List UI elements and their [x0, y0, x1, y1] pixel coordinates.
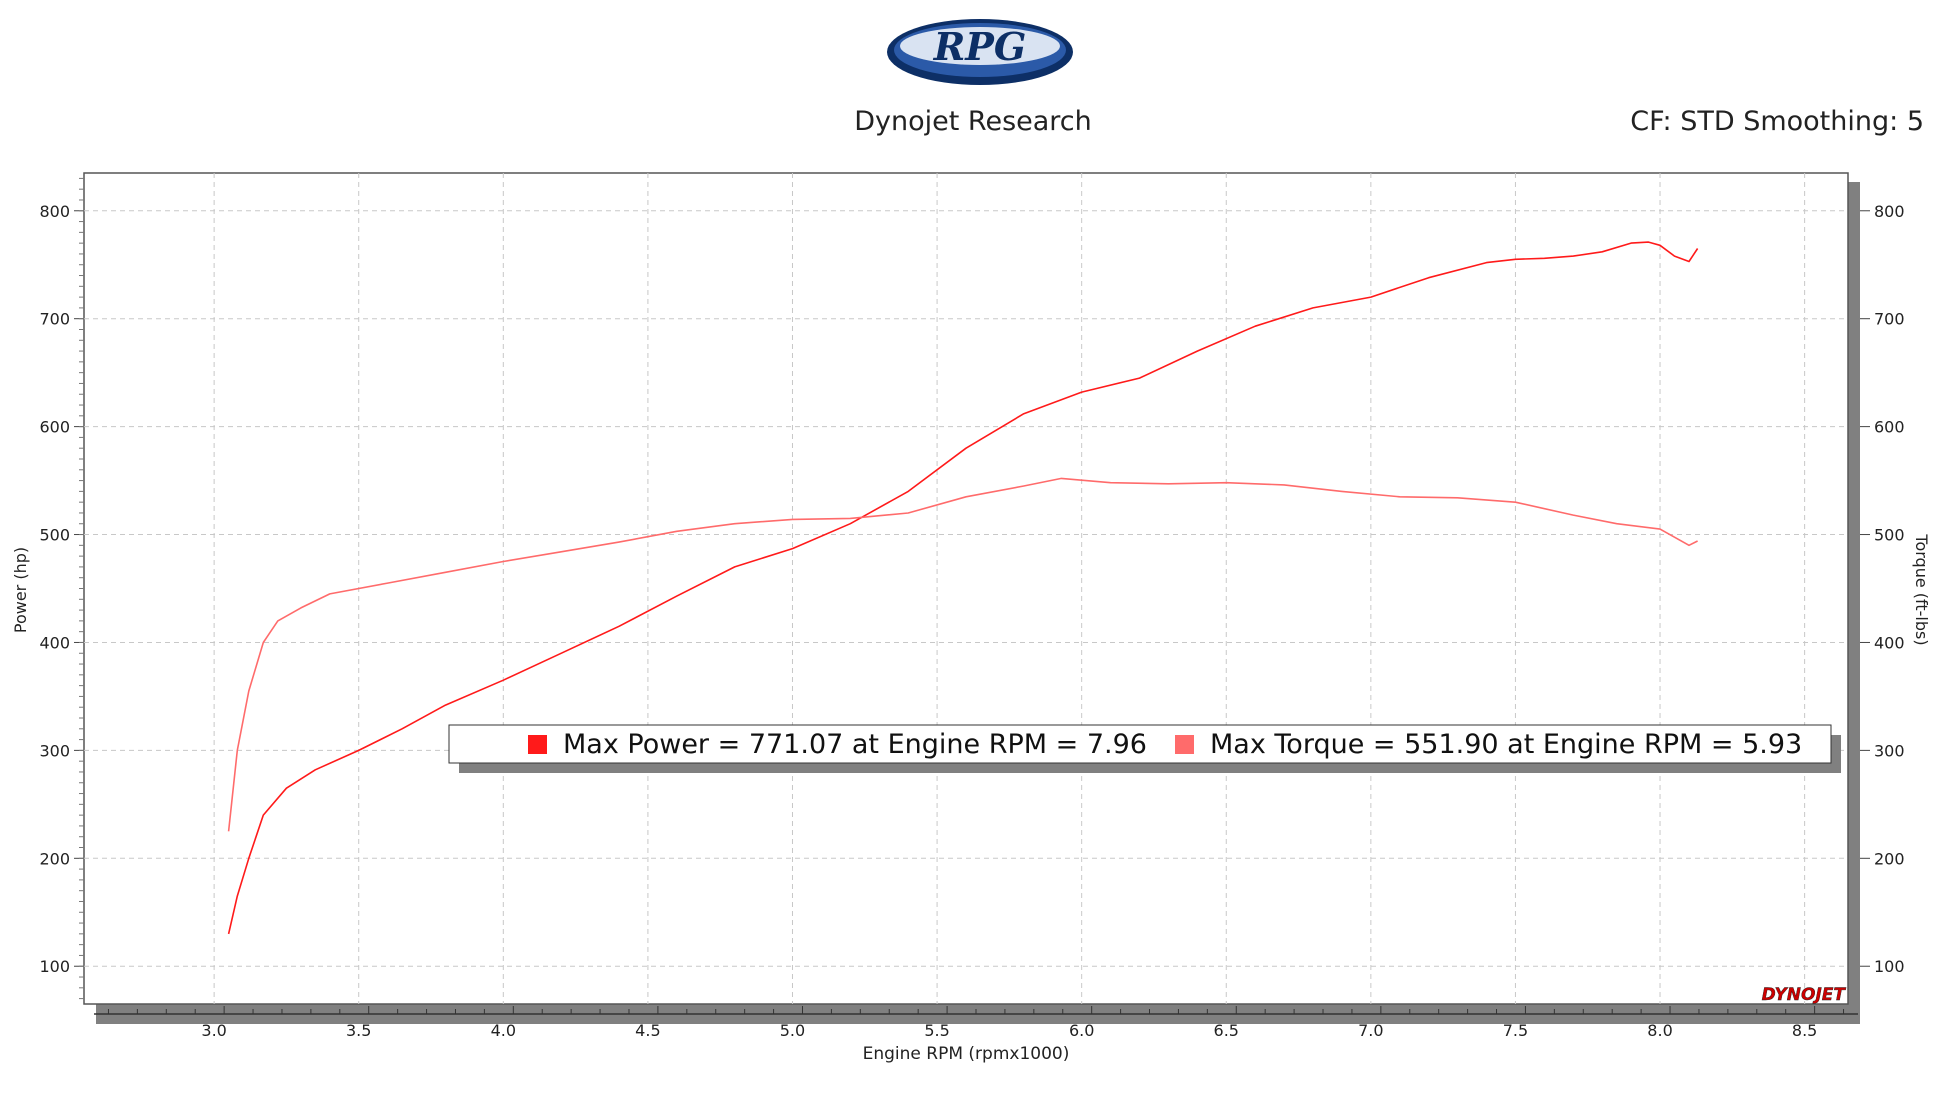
y-tick-label: 300: [39, 741, 70, 760]
power-series-line: [227, 241, 1699, 935]
x-tick-label: 6.5: [1214, 1021, 1239, 1040]
x-tick-label: 5.0: [780, 1021, 805, 1040]
y-tick-label: 800: [39, 202, 70, 221]
x-tick-label: 5.5: [924, 1021, 949, 1040]
x-tick-label: 8.0: [1647, 1021, 1672, 1040]
x-tick-label: 8.5: [1792, 1021, 1817, 1040]
y-tick-label: 100: [39, 957, 70, 976]
legend-label-torque: Max Torque = 551.90 at Engine RPM = 5.93: [1210, 729, 1802, 760]
y-tick-label: 400: [39, 633, 70, 652]
correction-factor-label: CF: STD Smoothing: 5: [1630, 106, 1924, 137]
x-tick-label: 3.5: [346, 1021, 371, 1040]
y-tick-label: 200: [39, 849, 70, 868]
legend: Max Power = 771.07 at Engine RPM = 7.96 …: [448, 724, 1841, 773]
y-axis-title: Power (hp): [11, 547, 30, 633]
y2-tick-label: 200: [1874, 849, 1905, 868]
x-tick-label: 4.0: [491, 1021, 516, 1040]
x-tick-label: 7.5: [1503, 1021, 1528, 1040]
y2-tick-label: 100: [1874, 957, 1905, 976]
plot-area: [83, 172, 1849, 1005]
chart-title: Dynojet Research: [854, 106, 1092, 137]
x-tick-label: 4.5: [635, 1021, 660, 1040]
y2-tick-label: 600: [1874, 418, 1905, 437]
y2-tick-label: 500: [1874, 526, 1905, 545]
x-tick-label: 3.0: [201, 1021, 226, 1040]
y2-axis-title: Torque (ft-lbs): [1912, 533, 1931, 645]
series-layer: [227, 241, 1699, 935]
y-tick-label: 600: [39, 418, 70, 437]
y2-tick-label: 300: [1874, 741, 1905, 760]
y2-tick-label: 400: [1874, 633, 1905, 652]
y2-tick-label: 700: [1874, 310, 1905, 329]
x-axis-title: Engine RPM (rpmx1000): [863, 1044, 1070, 1064]
y-tick-label: 500: [39, 526, 70, 545]
rpg-logo: RPG: [887, 19, 1073, 85]
x-tick-label: 7.0: [1358, 1021, 1383, 1040]
dynojet-watermark: DYNOJET: [1762, 985, 1847, 1005]
logo-text: RPG: [933, 24, 1027, 69]
y2-tick-label: 800: [1874, 202, 1905, 221]
y-tick-label: 700: [39, 310, 70, 329]
torque-series-line: [227, 477, 1698, 832]
legend-box: [448, 724, 1832, 764]
x-tick-label: 6.0: [1069, 1021, 1094, 1040]
axis-layer: 3.0 3.5 4.0 4.5 5.0 5.5 6.0 6.5 7.0 7.5 8.0 8.5 100 2…: [39, 177, 1905, 1040]
legend-swatch-torque: [1175, 735, 1194, 754]
legend-label-power: Max Power = 771.07 at Engine RPM = 7.96: [563, 729, 1147, 760]
legend-swatch-power: [528, 735, 547, 754]
